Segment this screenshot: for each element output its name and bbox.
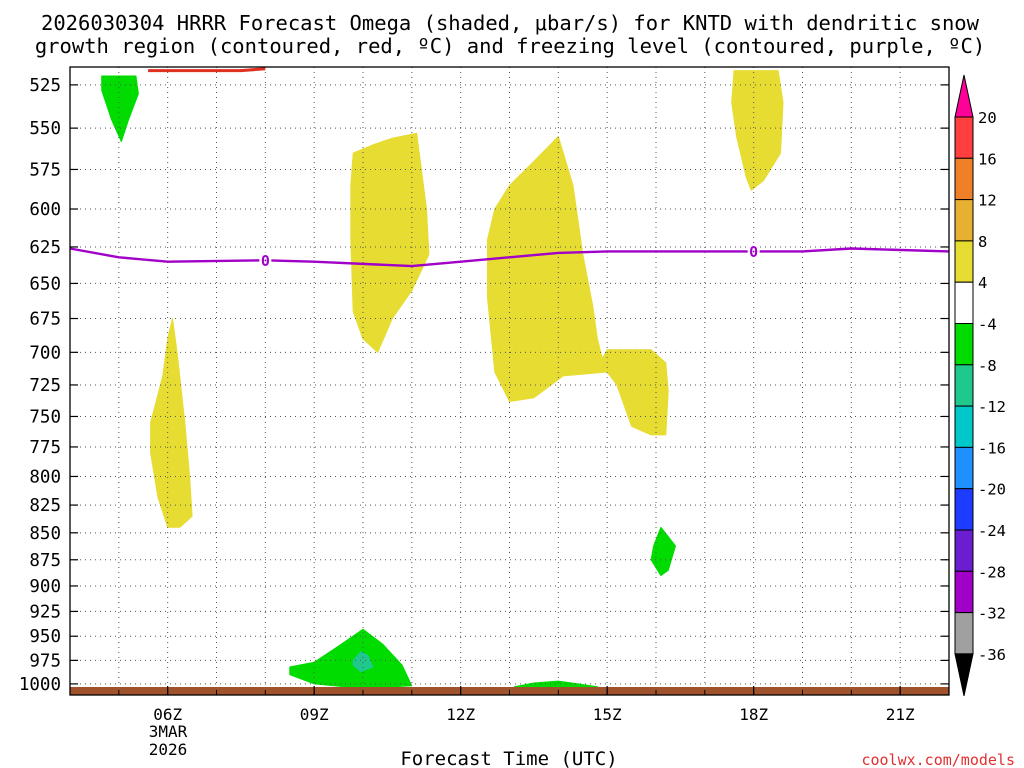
y-tick-label: 800 <box>29 467 61 487</box>
colorbar-swatch <box>954 405 974 448</box>
omega-region <box>350 132 430 353</box>
y-tick-label: 750 <box>29 407 61 427</box>
chart-title-line2: growth region (contoured, red, ºC) and f… <box>35 34 985 58</box>
credit-text: coolwx.com/models <box>861 751 1015 768</box>
colorbar-swatch <box>954 157 974 201</box>
omega-region <box>650 526 676 577</box>
freezing-level-label-bg <box>747 243 760 260</box>
colorbar-label: -12 <box>978 398 1006 416</box>
colorbar-label: -20 <box>978 481 1006 499</box>
colorbar-label: -8 <box>978 357 997 375</box>
colorbar-label: 20 <box>978 109 997 127</box>
omega-region <box>352 651 374 673</box>
y-tick-label: 625 <box>29 238 61 258</box>
chart-title-line1: 2026030304 HRRR Forecast Omega (shaded, … <box>41 11 980 35</box>
colorbar-label: 4 <box>978 274 987 292</box>
y-tick-label: 900 <box>29 577 61 597</box>
colorbar-label: -28 <box>978 563 1006 581</box>
colorbar-swatch <box>954 529 974 572</box>
colorbar-swatch <box>954 199 974 242</box>
dgz-contour <box>148 67 266 73</box>
y-tick-label: 1000 <box>19 675 61 695</box>
y-tick-label: 600 <box>29 200 61 220</box>
x-tick-label: 12Z <box>446 705 475 724</box>
date-label-year: 2026 <box>149 740 188 759</box>
y-tick-label: 550 <box>29 119 61 139</box>
x-tick-label: 06Z <box>153 705 182 724</box>
y-tick-label: 975 <box>29 651 61 671</box>
colorbar-label: -32 <box>978 605 1006 623</box>
colorbar-bottom-arrow <box>954 653 974 697</box>
y-tick-label: 725 <box>29 376 61 396</box>
colorbar: 20 16 12 8 4 -4 -8 -12 -16 -20 -24 -28 -32 -36 <box>954 74 1006 697</box>
y-tick-label: 950 <box>29 627 61 647</box>
colorbar-label: 12 <box>978 192 997 210</box>
colorbar-swatch <box>954 116 974 159</box>
y-tick-label: 700 <box>29 343 61 363</box>
y-tick-label: 875 <box>29 551 61 571</box>
freezing-level-label-bg <box>259 252 272 269</box>
x-tick-label: 21Z <box>886 705 915 724</box>
colorbar-swatch <box>954 488 974 531</box>
colorbar-top-arrow <box>954 74 974 118</box>
x-tick-label: 18Z <box>739 705 768 724</box>
colorbar-swatch <box>954 240 974 283</box>
colorbar-swatch <box>954 323 974 366</box>
colorbar-swatch <box>954 612 974 655</box>
y-tick-label: 775 <box>29 438 61 458</box>
freezing-level-label: 0 <box>749 243 758 261</box>
y-tick-label: 825 <box>29 496 61 516</box>
y-tick-label: 650 <box>29 274 61 294</box>
freezing-level-label: 0 <box>261 252 270 270</box>
omega-shading-layer <box>101 70 784 689</box>
omega-region <box>101 75 139 143</box>
date-label-day: 3MAR <box>149 722 188 741</box>
omega-region <box>487 136 669 436</box>
omega-region <box>731 70 784 191</box>
colorbar-swatch <box>954 281 974 325</box>
colorbar-swatch <box>954 446 974 490</box>
omega-region <box>150 318 193 528</box>
dendritic-growth-contours <box>148 67 266 73</box>
x-tick-label: 15Z <box>593 705 622 724</box>
colorbar-label: -36 <box>978 646 1006 664</box>
colorbar-label: -4 <box>978 316 997 334</box>
y-tick-label: 675 <box>29 310 61 330</box>
colorbar-label: 8 <box>978 233 987 251</box>
colorbar-label: -24 <box>978 522 1006 540</box>
colorbar-label: 16 <box>978 150 997 168</box>
y-axis-pressure: 525 550 575 600 625 650 675 700 725 750 775 800 825 8… <box>19 76 949 695</box>
x-axis-label: Forecast Time (UTC) <box>400 748 617 768</box>
y-tick-label: 525 <box>29 76 61 96</box>
colorbar-swatch <box>954 364 974 407</box>
omega-region <box>289 628 413 689</box>
colorbar-label: -16 <box>978 439 1006 457</box>
colorbar-swatch <box>954 570 974 614</box>
y-tick-label: 575 <box>29 160 61 180</box>
x-tick-label: 09Z <box>300 705 329 724</box>
y-tick-label: 925 <box>29 602 61 622</box>
x-axis-time: 06Z 09Z 12Z 15Z 18Z 21Z <box>69 686 950 724</box>
y-tick-label: 850 <box>29 524 61 544</box>
freezing-level-line <box>69 247 950 268</box>
